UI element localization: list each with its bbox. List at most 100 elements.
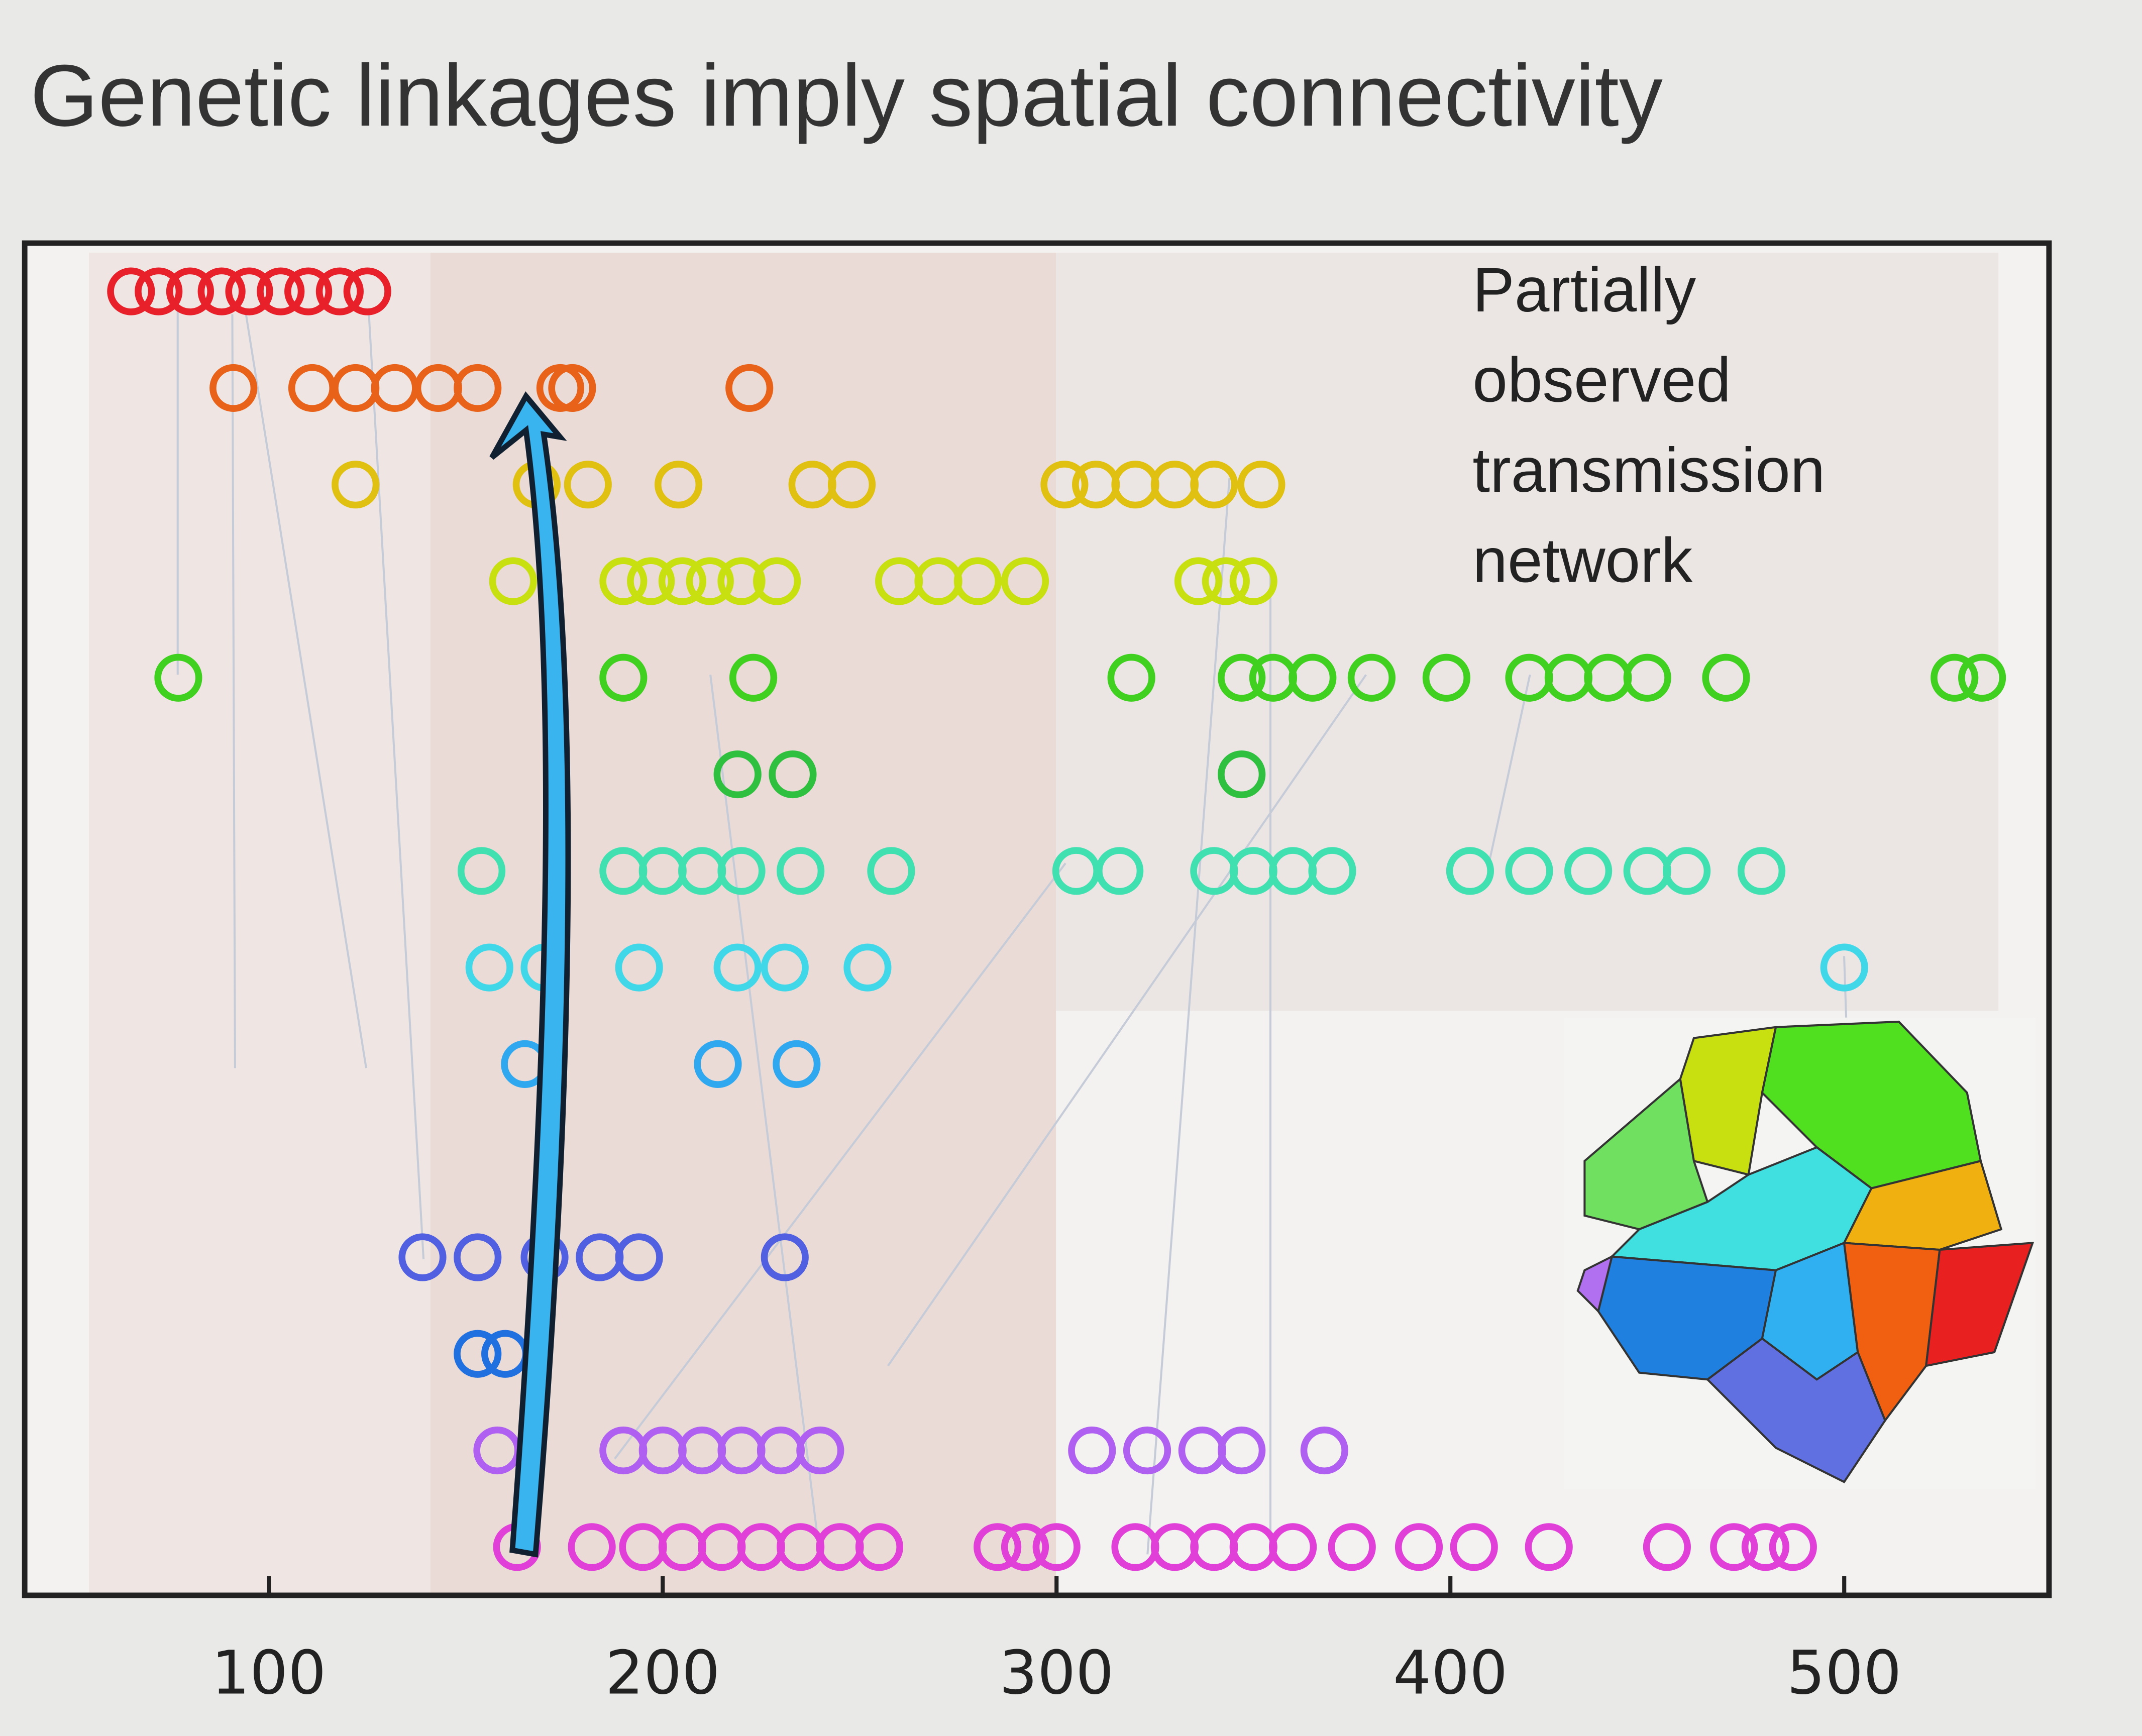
point (1300, 1426, 1348, 1475)
point (454, 364, 502, 412)
annotation-line: network (1472, 525, 1692, 595)
point (315, 267, 364, 315)
point (615, 943, 663, 992)
point (284, 267, 333, 315)
x-tick-label: 500 (1787, 1639, 1901, 1708)
point (1702, 654, 1750, 702)
point (1218, 750, 1266, 799)
point (154, 654, 202, 702)
point (1218, 654, 1266, 702)
annotation-line: transmission (1472, 435, 1825, 505)
x-tick-label: 300 (999, 1639, 1114, 1708)
point (1422, 654, 1470, 702)
edge (1146, 478, 1231, 1555)
point (658, 557, 707, 605)
point (686, 557, 734, 605)
annotation-line: Partially (1472, 255, 1696, 325)
point (1001, 1523, 1049, 1571)
x-tick-label: 100 (211, 1639, 326, 1708)
edge (1488, 674, 1531, 863)
marks (107, 267, 2006, 1571)
point (225, 267, 273, 315)
point (953, 557, 1002, 605)
point (1174, 557, 1223, 605)
point (1820, 943, 1868, 992)
point (729, 654, 778, 702)
point (1710, 1523, 1758, 1571)
point (1525, 1523, 1573, 1571)
point (1123, 1426, 1171, 1475)
point (257, 267, 305, 315)
point (564, 461, 612, 509)
district (1706, 1337, 1886, 1483)
point (615, 1233, 663, 1281)
point (1237, 461, 1286, 509)
point (1347, 654, 1396, 702)
point (1202, 557, 1250, 605)
point (1040, 461, 1089, 509)
edge (887, 674, 1367, 1367)
point (1395, 1523, 1443, 1571)
point (197, 267, 246, 315)
point (655, 461, 703, 509)
point (332, 461, 380, 509)
x-tick-label: 400 (1393, 1639, 1508, 1708)
x-tick-label: 200 (605, 1639, 720, 1708)
point (1107, 654, 1155, 702)
point (769, 750, 817, 799)
point (599, 557, 648, 605)
point (1737, 847, 1786, 895)
point (1450, 1523, 1498, 1571)
slide-title: Genetic linkages imply spatial connectiv… (30, 46, 1663, 144)
point (398, 1233, 447, 1281)
point (974, 1523, 1022, 1571)
point (166, 267, 215, 315)
point (599, 654, 648, 702)
point (694, 1040, 742, 1088)
point (1269, 1523, 1317, 1571)
point (458, 847, 506, 895)
point (454, 1233, 502, 1281)
point (1623, 654, 1671, 702)
point (1218, 1426, 1266, 1475)
point (761, 1233, 809, 1281)
point (548, 364, 596, 412)
point (209, 364, 258, 412)
edge (368, 314, 425, 1260)
point (855, 1523, 904, 1571)
district-map (1564, 1017, 2036, 1489)
point (1564, 847, 1613, 895)
district (1842, 1159, 2003, 1251)
district (1924, 1242, 2034, 1367)
period-band (1056, 253, 1999, 1011)
point (1741, 1523, 1789, 1571)
point (1032, 1523, 1081, 1571)
point (1229, 557, 1277, 605)
point (713, 750, 762, 799)
point (1328, 1523, 1376, 1571)
annotation: Partially observed transmission network (1472, 255, 1825, 595)
arrow (489, 391, 571, 1558)
point (761, 943, 809, 992)
point (135, 267, 183, 315)
point (725, 364, 774, 412)
edge (245, 314, 367, 1068)
point (343, 267, 391, 315)
period-band (88, 253, 431, 1595)
point (1289, 654, 1337, 702)
x-axis: 100 200 300 400 500 (211, 1576, 1901, 1708)
point (843, 943, 892, 992)
point (1663, 847, 1711, 895)
point (1446, 847, 1494, 895)
point (796, 1426, 844, 1475)
edge (709, 674, 821, 1555)
axis-frame (22, 240, 2052, 1598)
edge (614, 862, 1066, 1460)
point (717, 557, 766, 605)
point (1096, 847, 1144, 895)
point (465, 943, 513, 992)
point (777, 847, 825, 895)
point (1643, 1523, 1691, 1571)
